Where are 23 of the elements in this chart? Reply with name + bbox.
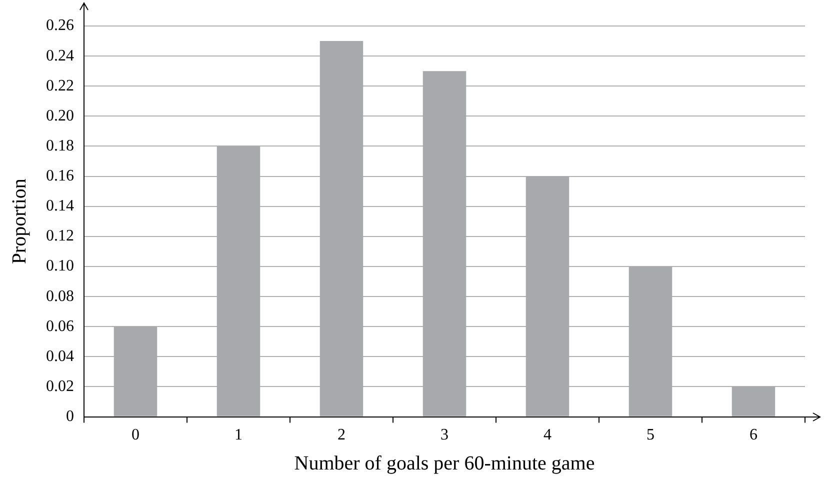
y-tick-label: 0.06 <box>46 318 74 335</box>
y-tick-label: 0.24 <box>46 47 74 64</box>
y-tick-label: 0.08 <box>46 288 74 305</box>
y-tick-label: 0.20 <box>46 107 74 124</box>
x-tick-label: 5 <box>646 426 654 444</box>
x-tick-label: 1 <box>234 426 242 444</box>
y-tick-label: 0.12 <box>46 228 74 245</box>
y-tick-label: 0.22 <box>46 77 74 94</box>
y-tick-label: 0.14 <box>46 198 74 215</box>
y-tick-label: 0.18 <box>46 137 74 154</box>
x-tick-label: 2 <box>338 426 346 444</box>
x-tick-label: 4 <box>544 426 552 444</box>
x-tick-label: 3 <box>440 426 448 444</box>
x-tick-label: 0 <box>132 426 140 444</box>
y-tick-label: 0 <box>66 408 74 426</box>
y-axis-title: Proportion <box>8 178 30 264</box>
y-tick-label: 0.04 <box>46 348 74 365</box>
y-tick-label: 0.16 <box>46 168 74 185</box>
y-tick-label: 0.10 <box>46 258 74 275</box>
x-axis-title: Number of goals per 60-minute game <box>294 452 595 474</box>
y-tick-label: 0.02 <box>46 378 74 395</box>
y-tick-label: 0.26 <box>46 17 74 34</box>
x-tick-label: 6 <box>750 426 758 444</box>
